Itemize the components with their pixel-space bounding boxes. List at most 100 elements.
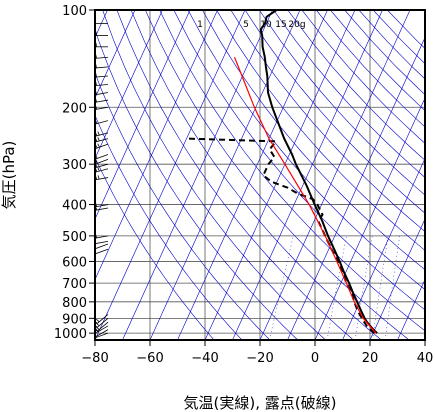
isotherm	[287, 36, 425, 340]
isotherm	[397, 278, 425, 340]
wind-barb-flag	[92, 200, 94, 207]
mixing-ratio-label: 15	[275, 20, 286, 30]
x-tick-label: −60	[136, 351, 163, 366]
mixing-ratio-line	[372, 235, 389, 340]
wind-barb	[95, 318, 109, 328]
dry-adiabat	[216, 10, 425, 251]
dry-adiabat	[173, 10, 425, 311]
isotherm	[369, 218, 425, 340]
wind-barb-flag	[92, 88, 94, 95]
wind-barb-flag	[92, 96, 94, 103]
dry-adiabat	[273, 10, 425, 178]
wind-barb	[95, 332, 109, 339]
isotherm	[424, 339, 425, 340]
dry-adiabat	[95, 28, 298, 340]
wind-barb-staff	[95, 248, 109, 255]
wind-barb-flag	[97, 137, 100, 142]
wind-barb	[95, 10, 108, 11]
dry-adiabat	[159, 10, 425, 332]
mixing-ratio-line	[384, 235, 401, 340]
dry-adiabat	[145, 10, 410, 340]
data-layer	[186, 10, 378, 334]
dry-adiabat	[116, 10, 354, 340]
dry-adiabat	[202, 10, 425, 271]
y-tick-label: 100	[62, 4, 87, 19]
mixing-ratio-label: 5	[243, 20, 249, 30]
wind-barb-flag	[92, 61, 94, 68]
wind-barb-flag	[95, 321, 100, 327]
y-tick-label: 500	[62, 230, 87, 245]
wind-barb-staff	[95, 332, 109, 339]
wind-barb-flag	[92, 237, 94, 244]
isotherm	[149, 10, 301, 340]
mixing-ratio-line	[326, 235, 347, 340]
isotherm	[95, 10, 136, 99]
mixing-ratio-label: 10	[260, 20, 272, 30]
x-tick-label: 20	[362, 351, 379, 366]
dry-adiabat	[95, 72, 271, 340]
y-tick-label: 600	[62, 255, 87, 270]
dry-adiabat	[230, 10, 425, 232]
wind-barb-staff	[95, 243, 109, 250]
dry-adiabat	[244, 10, 425, 214]
wind-barb	[95, 314, 109, 324]
dry-adiabat	[287, 10, 425, 161]
dry-adiabat	[187, 10, 425, 290]
dry-adiabat	[387, 10, 425, 49]
dry-adiabat	[95, 156, 215, 340]
isotherm	[204, 10, 356, 340]
wind-barb-staff	[97, 318, 109, 328]
isotherm	[95, 10, 218, 281]
isotherm	[232, 10, 383, 340]
wind-barb-flag	[92, 79, 94, 86]
mixing-ratio-label: 1	[197, 20, 203, 30]
wind-barb-flag	[93, 29, 94, 36]
wind-barb	[95, 248, 109, 255]
wind-barb-flag	[97, 167, 100, 172]
y-tick-label: 300	[62, 158, 87, 173]
x-tick-label: 40	[417, 351, 434, 366]
wind-barb-staff	[95, 240, 109, 245]
wind-barb-flag	[97, 143, 100, 148]
wind-barb	[93, 40, 108, 48]
wind-barb-flag	[95, 324, 98, 328]
wind-barb-flag	[93, 16, 94, 23]
dry-adiabat	[258, 10, 425, 196]
wind-barb-flag	[93, 40, 94, 47]
wind-barb-flag	[92, 70, 94, 77]
y-tick-label: 400	[62, 199, 87, 214]
dry-adiabat	[130, 10, 382, 340]
mixing-ratio-label: 20g	[288, 20, 305, 30]
wind-barb	[95, 243, 109, 250]
wind-barb-staff	[97, 314, 109, 324]
wind-barb-flag	[92, 232, 94, 239]
wind-barb-flag	[92, 173, 94, 180]
wind-barb-staff	[95, 329, 109, 337]
dry-adiabat	[102, 10, 326, 340]
isotherm	[122, 10, 273, 340]
isotherm	[259, 10, 411, 340]
wind-barb-flag	[95, 318, 100, 323]
x-tick-label: 0	[311, 351, 319, 366]
mixing-ratio-line	[354, 235, 373, 340]
y-axis-title: 気圧(hPa)	[0, 141, 18, 210]
wind-barb-flag	[95, 42, 97, 47]
wind-barb	[93, 16, 108, 24]
wind-barb-flag	[92, 52, 94, 59]
isotherm	[177, 10, 328, 340]
isotherm	[95, 10, 163, 160]
y-tick-label: 800	[62, 296, 87, 311]
wind-barb-flag	[92, 103, 94, 110]
wind-barb-flag	[95, 31, 97, 36]
wind-barb	[92, 237, 109, 245]
temperature-line	[259, 10, 378, 334]
x-tick-label: −80	[81, 351, 108, 366]
y-tick-label: 900	[62, 312, 87, 327]
isotherm	[342, 157, 425, 340]
y-tick-label: 1000	[54, 327, 87, 342]
isotherm	[95, 10, 191, 220]
wind-barb	[93, 29, 108, 36]
parcel-line	[233, 56, 377, 334]
